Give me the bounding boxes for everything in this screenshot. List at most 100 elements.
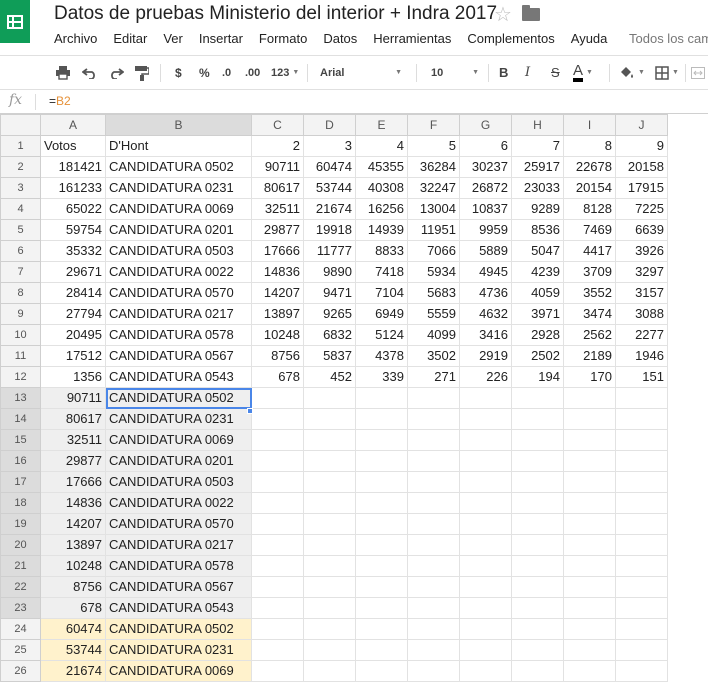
row-header[interactable]: 11	[0, 345, 41, 367]
cell-e11[interactable]: 4378	[355, 345, 408, 367]
cell-a14[interactable]: 80617	[40, 408, 106, 430]
cell-i2[interactable]: 22678	[563, 156, 616, 178]
cell-c22[interactable]	[251, 576, 304, 598]
row-header[interactable]: 24	[0, 618, 41, 640]
cell-f2[interactable]: 36284	[407, 156, 460, 178]
cell-d26[interactable]	[303, 660, 356, 682]
cell-d23[interactable]	[303, 597, 356, 619]
bold-button[interactable]: B	[499, 65, 509, 80]
star-icon[interactable]: ☆	[494, 4, 512, 26]
row-header[interactable]: 18	[0, 492, 41, 514]
cell-d24[interactable]	[303, 618, 356, 640]
cell-a8[interactable]: 28414	[40, 282, 106, 304]
cell-d19[interactable]	[303, 513, 356, 535]
cell-d1[interactable]: 3	[303, 135, 356, 157]
cell-g11[interactable]: 2919	[459, 345, 512, 367]
cell-c2[interactable]: 90711	[251, 156, 304, 178]
cell-b25[interactable]: CANDIDATURA 0231	[105, 639, 252, 661]
cell-f6[interactable]: 7066	[407, 240, 460, 262]
cell-a26[interactable]: 21674	[40, 660, 106, 682]
increase-decimals-button[interactable]: .00	[245, 66, 261, 79]
cell-c8[interactable]: 14207	[251, 282, 304, 304]
cell-g25[interactable]	[459, 639, 512, 661]
cell-e8[interactable]: 7104	[355, 282, 408, 304]
cell-a3[interactable]: 161233	[40, 177, 106, 199]
cell-c20[interactable]	[251, 534, 304, 556]
cell-f19[interactable]	[407, 513, 460, 535]
row-header[interactable]: 22	[0, 576, 41, 598]
cell-a1[interactable]: Votos	[40, 135, 106, 157]
cell-i10[interactable]: 2562	[563, 324, 616, 346]
row-header[interactable]: 21	[0, 555, 41, 577]
cell-d5[interactable]: 19918	[303, 219, 356, 241]
cell-i23[interactable]	[563, 597, 616, 619]
cell-f11[interactable]: 3502	[407, 345, 460, 367]
row-header[interactable]: 3	[0, 177, 41, 199]
cell-j26[interactable]	[615, 660, 668, 682]
cell-e4[interactable]: 16256	[355, 198, 408, 220]
cell-j13[interactable]	[615, 387, 668, 409]
cell-h17[interactable]	[511, 471, 564, 493]
cell-g20[interactable]	[459, 534, 512, 556]
cell-a18[interactable]: 14836	[40, 492, 106, 514]
row-header[interactable]: 2	[0, 156, 41, 178]
row-header[interactable]: 10	[0, 324, 41, 346]
cell-h25[interactable]	[511, 639, 564, 661]
cell-j5[interactable]: 6639	[615, 219, 668, 241]
cell-h21[interactable]	[511, 555, 564, 577]
cell-b24[interactable]: CANDIDATURA 0502	[105, 618, 252, 640]
cell-j3[interactable]: 17915	[615, 177, 668, 199]
cell-g12[interactable]: 226	[459, 366, 512, 388]
cell-c11[interactable]: 8756	[251, 345, 304, 367]
cell-g17[interactable]	[459, 471, 512, 493]
cell-b2[interactable]: CANDIDATURA 0502	[105, 156, 252, 178]
cell-e1[interactable]: 4	[355, 135, 408, 157]
cell-g9[interactable]: 4632	[459, 303, 512, 325]
cell-f5[interactable]: 11951	[407, 219, 460, 241]
font-family-dropdown[interactable]: Arial ▼	[320, 56, 404, 89]
cell-g2[interactable]: 30237	[459, 156, 512, 178]
cell-a19[interactable]: 14207	[40, 513, 106, 535]
cell-f10[interactable]: 4099	[407, 324, 460, 346]
cell-e25[interactable]	[355, 639, 408, 661]
cell-b23[interactable]: CANDIDATURA 0543	[105, 597, 252, 619]
cell-c16[interactable]	[251, 450, 304, 472]
cell-d17[interactable]	[303, 471, 356, 493]
cell-g3[interactable]: 26872	[459, 177, 512, 199]
cell-h16[interactable]	[511, 450, 564, 472]
cell-j10[interactable]: 2277	[615, 324, 668, 346]
cell-f3[interactable]: 32247	[407, 177, 460, 199]
cell-j17[interactable]	[615, 471, 668, 493]
cell-a2[interactable]: 181421	[40, 156, 106, 178]
cell-j21[interactable]	[615, 555, 668, 577]
cell-i17[interactable]	[563, 471, 616, 493]
cell-d25[interactable]	[303, 639, 356, 661]
row-header[interactable]: 9	[0, 303, 41, 325]
cell-e16[interactable]	[355, 450, 408, 472]
cell-b7[interactable]: CANDIDATURA 0022	[105, 261, 252, 283]
cell-a22[interactable]: 8756	[40, 576, 106, 598]
cell-f16[interactable]	[407, 450, 460, 472]
italic-button[interactable]: I	[525, 65, 531, 80]
cell-g14[interactable]	[459, 408, 512, 430]
cell-i11[interactable]: 2189	[563, 345, 616, 367]
document-title[interactable]: Datos de pruebas Ministerio del interior…	[54, 3, 498, 24]
menu-complementos[interactable]: Complementos	[467, 31, 555, 46]
cell-d20[interactable]	[303, 534, 356, 556]
text-color-button[interactable]: A ▼	[573, 56, 593, 89]
cell-j12[interactable]: 151	[615, 366, 668, 388]
column-header-h[interactable]: H	[511, 114, 564, 136]
cell-i19[interactable]	[563, 513, 616, 535]
cell-g19[interactable]	[459, 513, 512, 535]
row-header[interactable]: 23	[0, 597, 41, 619]
cell-a15[interactable]: 32511	[40, 429, 106, 451]
cell-e7[interactable]: 7418	[355, 261, 408, 283]
column-header-e[interactable]: E	[355, 114, 408, 136]
cell-f1[interactable]: 5	[407, 135, 460, 157]
cell-c9[interactable]: 13897	[251, 303, 304, 325]
cell-f22[interactable]	[407, 576, 460, 598]
cell-h23[interactable]	[511, 597, 564, 619]
cell-a5[interactable]: 59754	[40, 219, 106, 241]
cell-i1[interactable]: 8	[563, 135, 616, 157]
cell-a10[interactable]: 20495	[40, 324, 106, 346]
